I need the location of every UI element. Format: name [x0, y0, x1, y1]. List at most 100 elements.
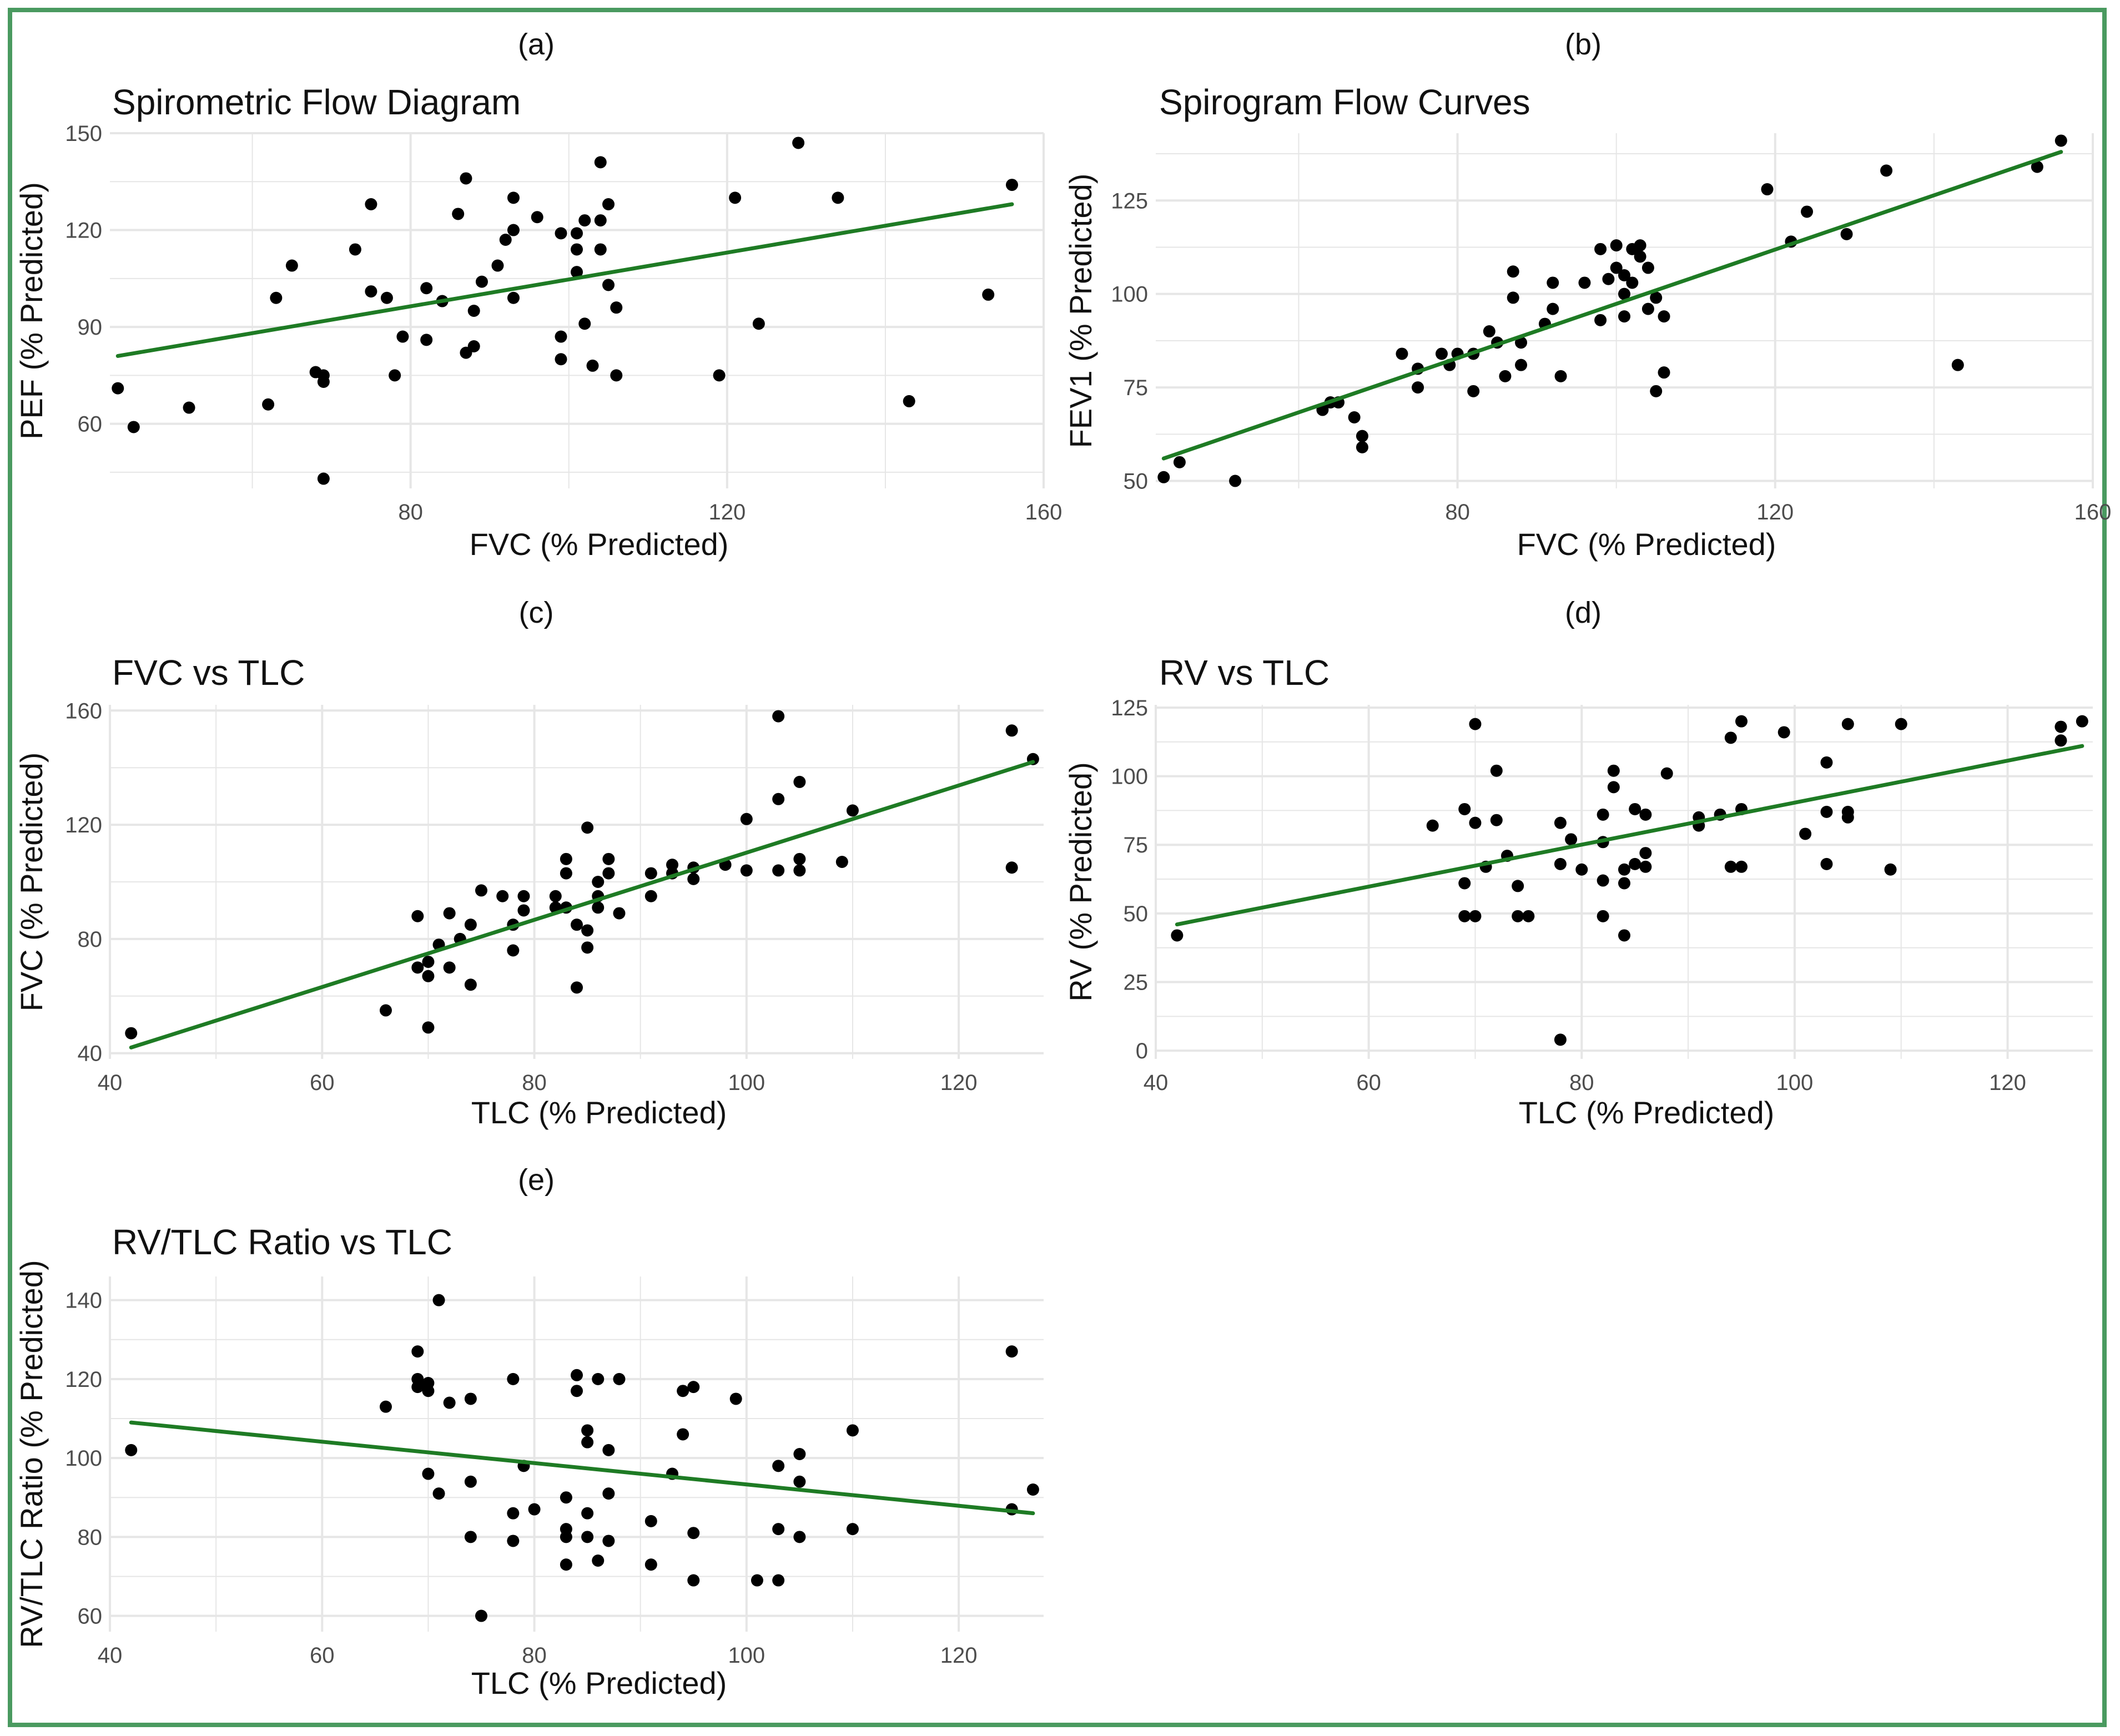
panel-d-data-point	[1735, 860, 1748, 873]
panel-c-data-point	[592, 876, 605, 888]
panel-d-ytick-label: 75	[1124, 833, 1149, 857]
panel-a-xtick-label: 80	[398, 500, 423, 524]
panel-c-data-point	[1005, 861, 1018, 874]
panel-e-data-point	[793, 1475, 806, 1488]
panel-d-data-point	[1841, 805, 1854, 818]
panel-e-data-point	[125, 1444, 138, 1456]
panel-b-data-point	[1801, 205, 1814, 218]
panel-c-data-point	[793, 852, 806, 865]
panel-e-data-point	[677, 1428, 689, 1441]
panel-e: 40 60 80 100 120 60 80 100 120 140 (e) RV/TLC Ratio…	[14, 1163, 1044, 1700]
panel-a-data-point	[571, 227, 583, 240]
panel-b-data-point	[1348, 411, 1361, 423]
panel-e-ytick-label: 80	[78, 1525, 103, 1550]
panel-c-data-point	[411, 961, 424, 974]
panel-a-data-point	[491, 259, 504, 272]
panel-b-data-point	[1515, 336, 1528, 349]
panel-c-data-point	[422, 956, 435, 968]
panel-e-data-point	[846, 1424, 859, 1437]
panel-e-data-point	[729, 1392, 742, 1405]
panel-e-xtick-label: 100	[728, 1643, 765, 1668]
panel-d-data-point	[1724, 731, 1737, 744]
panel-a-data-point	[555, 330, 567, 343]
panel-e-ytick-label: 100	[65, 1446, 102, 1471]
panel-b-ytick-label: 125	[1111, 189, 1148, 213]
panel-a-data-point	[467, 340, 480, 352]
panel-c-data-point	[793, 775, 806, 788]
panel-e-data-point	[793, 1531, 806, 1543]
panel-c-data-point	[422, 1021, 435, 1034]
panel-a-ytick-label: 90	[78, 315, 103, 340]
panel-a-data-point	[555, 227, 567, 240]
panel-d-data-point	[1618, 929, 1630, 942]
panel-c-data-point	[571, 919, 583, 931]
panel-d-data-point	[1554, 857, 1567, 870]
panel-b-data-point	[1229, 475, 1242, 487]
panel-b-data-point	[1641, 261, 1654, 274]
panel-a-data-point	[610, 301, 623, 314]
panel-d-xtick-label: 100	[1776, 1071, 1814, 1095]
panel-b-data-point	[1658, 310, 1670, 323]
panel-d-xtick-label: 40	[1144, 1071, 1169, 1095]
panel-b-data-point	[1761, 183, 1774, 196]
panel-b-data-point	[1547, 302, 1559, 315]
panel-a-xtick-label: 120	[708, 500, 746, 524]
panel-e-y-axis-label: RV/TLC Ratio (% Predicted)	[14, 1260, 49, 1648]
panel-b-data-point	[1618, 269, 1630, 281]
panel-b-data-point	[1554, 370, 1567, 382]
panel-e-data-point	[581, 1531, 594, 1543]
panel-a-trend-line	[115, 202, 1014, 358]
panel-e-data-point	[772, 1460, 785, 1472]
panel-b-data-point	[1515, 359, 1528, 371]
panel-d-data-point	[1841, 718, 1854, 730]
panel-c-data-point	[571, 981, 583, 994]
panel-b-xtick-label: 80	[1445, 500, 1470, 524]
panel-d-data-point	[1554, 816, 1567, 829]
panel-a-data-point	[713, 369, 726, 382]
panel-c-data-point	[740, 864, 753, 877]
panel-e-ytick-label: 140	[65, 1289, 102, 1313]
panel-e-label: (e)	[518, 1163, 555, 1197]
panel-c-data-point	[422, 970, 435, 982]
panel-c-data-point	[517, 890, 530, 902]
panel-e-data-point	[581, 1424, 594, 1437]
panel-b-data-point	[1610, 261, 1623, 274]
panel-c-data-point	[772, 864, 785, 877]
panel-a-data-point	[792, 137, 805, 149]
panel-a-data-point	[262, 398, 275, 411]
panel-d-data-point	[1735, 715, 1748, 728]
panel-c-xtick-label: 60	[310, 1071, 335, 1095]
panel-e-xtick-label: 60	[310, 1643, 335, 1668]
panel-e-data-point	[592, 1555, 605, 1567]
panel-a: 80 120 160 60 90 120 150 (a) Spirometric Flow Di…	[14, 28, 1062, 562]
panel-b-data-point	[1610, 239, 1623, 252]
panel-e-data-point	[432, 1294, 445, 1306]
panel-a-data-point	[460, 172, 472, 185]
panel-d-ytick-label: 100	[1111, 765, 1148, 789]
panel-d-data-point	[1618, 877, 1630, 890]
panel-d-grid	[1155, 705, 2093, 1059]
panel-e-data-point	[560, 1558, 572, 1571]
panel-e-data-point	[687, 1574, 700, 1587]
panel-d-data-point	[1171, 929, 1184, 942]
panel-c-ytick-label: 120	[65, 813, 102, 837]
panel-c-data-point	[507, 944, 520, 957]
panel-c-xtick-label: 80	[522, 1071, 547, 1095]
panel-d-data-point	[1469, 718, 1482, 730]
panel-a-data-point	[578, 317, 591, 330]
panel-d-xtick-label: 60	[1356, 1071, 1381, 1095]
panel-a-data-point	[586, 359, 599, 372]
panel-e-title: RV/TLC Ratio vs TLC	[112, 1222, 452, 1262]
panel-b-data-point	[1618, 310, 1630, 323]
panel-e-x-axis-label: TLC (% Predicted)	[471, 1666, 727, 1700]
panel-d-points	[1171, 715, 2088, 1046]
panel-d-data-point	[1799, 827, 1812, 840]
panel-d-data-point	[1820, 857, 1833, 870]
panel-d-data-point	[1597, 808, 1609, 821]
panel-e-data-point	[464, 1531, 477, 1543]
panel-c-data-point	[517, 904, 530, 917]
panel-a-data-point	[610, 369, 623, 382]
panel-e-trend-line	[129, 1420, 1035, 1516]
panel-a-grid	[110, 132, 1045, 488]
panel-c-points	[125, 710, 1039, 1039]
